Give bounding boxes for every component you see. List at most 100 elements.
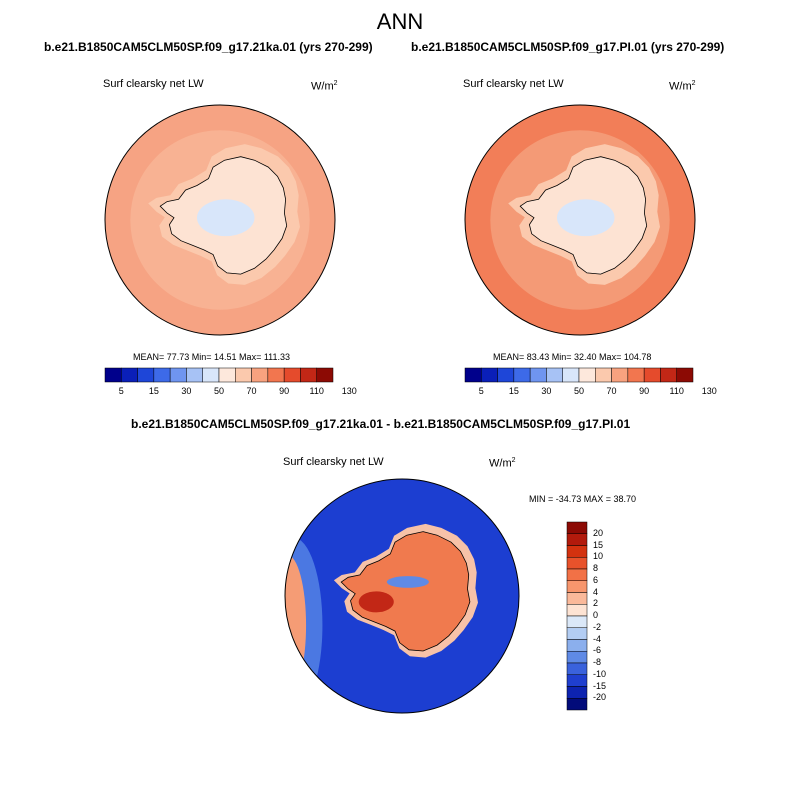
diff-colorbar bbox=[566, 521, 588, 711]
colorbar-box bbox=[566, 627, 588, 640]
colorbar-tick-label: 50 bbox=[213, 386, 224, 396]
panel-2-units-exp: 2 bbox=[691, 80, 696, 87]
panel-2-colorbar bbox=[464, 367, 694, 383]
colorbar-box bbox=[121, 367, 138, 383]
colorbar-box bbox=[566, 557, 588, 570]
colorbar-box bbox=[529, 367, 547, 383]
colorbar-tick-label: -10 bbox=[593, 668, 607, 679]
panel-1-colorbar bbox=[104, 367, 334, 383]
colorbar-box bbox=[153, 367, 171, 383]
colorbar-tick-label: 50 bbox=[573, 386, 584, 396]
diff-case-title: b.e21.B1850CAM5CLM50SP.f09_g17.21ka.01 -… bbox=[131, 417, 631, 431]
colorbar-box bbox=[578, 367, 596, 383]
colorbar-box bbox=[566, 533, 588, 546]
colorbar-tick-label: 6 bbox=[593, 574, 599, 585]
colorbar-tick-label: 5 bbox=[118, 386, 124, 396]
colorbar-box bbox=[283, 367, 301, 383]
colorbar-box bbox=[566, 686, 588, 699]
colorbar-box bbox=[566, 639, 588, 652]
panel-2-polar-map bbox=[464, 104, 696, 336]
colorbar-tick-label: 70 bbox=[246, 386, 257, 396]
colorbar-tick-label: 10 bbox=[593, 551, 604, 562]
colorbar-box bbox=[235, 367, 252, 383]
colorbar-tick-label: 2 bbox=[593, 598, 599, 609]
colorbar-box bbox=[566, 580, 588, 593]
colorbar-tick-label: 90 bbox=[639, 386, 650, 396]
coastline bbox=[340, 531, 471, 652]
colorbar-box bbox=[566, 568, 588, 581]
colorbar-tick-label: 8 bbox=[593, 563, 599, 573]
interior-cold bbox=[197, 199, 255, 237]
colorbar-tick-label: 5 bbox=[478, 386, 484, 396]
colorbar-box bbox=[611, 367, 629, 383]
colorbar-tick-label: 70 bbox=[606, 386, 617, 396]
main-title: ANN bbox=[376, 9, 424, 34]
colorbar-box bbox=[481, 367, 498, 383]
colorbar-box bbox=[627, 367, 645, 383]
colorbar-box bbox=[300, 367, 317, 383]
colorbar-tick-label: 110 bbox=[669, 386, 684, 396]
colorbar-box bbox=[562, 367, 580, 383]
panel-2-units-base: W/m bbox=[669, 80, 692, 93]
coastline bbox=[159, 156, 288, 275]
diff-units-base: W/m bbox=[489, 457, 512, 470]
panel-2-variable-label: Surf clearsky net LW bbox=[463, 78, 564, 90]
colorbar-box bbox=[251, 367, 269, 383]
diff-units: W/m2 bbox=[489, 457, 516, 470]
colorbar-box bbox=[566, 651, 588, 664]
colorbar-box bbox=[464, 367, 482, 383]
panel-1-stats: MEAN= 77.73 Min= 14.51 Max= 111.33 bbox=[133, 352, 291, 362]
panel-1-variable-label: Surf clearsky net LW bbox=[103, 78, 204, 90]
colorbar-tick-label: 30 bbox=[181, 386, 192, 396]
colorbar-box bbox=[566, 592, 588, 605]
colorbar-tick-label: 15 bbox=[508, 386, 519, 396]
colorbar-box bbox=[137, 367, 155, 383]
colorbar-tick-label: -20 bbox=[593, 692, 607, 703]
panel-2-units: W/m2 bbox=[669, 80, 696, 93]
land-anomaly-cool bbox=[386, 576, 429, 588]
colorbar-box bbox=[566, 521, 588, 534]
coastline bbox=[519, 156, 648, 275]
colorbar-box bbox=[316, 367, 334, 383]
panel-1-units-base: W/m bbox=[311, 80, 334, 93]
colorbar-tick-label: -15 bbox=[593, 680, 607, 691]
map-border bbox=[104, 104, 336, 336]
colorbar-tick-label: 130 bbox=[701, 386, 717, 396]
colorbar-box bbox=[676, 367, 694, 383]
colorbar-tick-label: 20 bbox=[593, 527, 604, 538]
colorbar-box bbox=[169, 367, 187, 383]
land-anomaly-peak bbox=[358, 591, 394, 613]
colorbar-box bbox=[566, 662, 588, 675]
colorbar-box bbox=[566, 674, 588, 687]
colorbar-box bbox=[566, 545, 588, 558]
colorbar-box bbox=[267, 367, 285, 383]
panel-2-case-title: b.e21.B1850CAM5CLM50SP.f09_g17.PI.01 (yr… bbox=[411, 40, 725, 54]
map2-field bbox=[465, 105, 695, 335]
colorbar-tick-label: 4 bbox=[593, 586, 599, 597]
colorbar-box bbox=[660, 367, 677, 383]
map1-field bbox=[105, 105, 335, 335]
diff-variable-label: Surf clearsky net LW bbox=[283, 456, 384, 468]
colorbar-box bbox=[497, 367, 515, 383]
diff-polar-map bbox=[284, 478, 520, 714]
panel-1-polar-map bbox=[104, 104, 336, 336]
panel-1-case-title: b.e21.B1850CAM5CLM50SP.f09_g17.21ka.01 (… bbox=[44, 40, 373, 54]
colorbar-box bbox=[643, 367, 661, 383]
colorbar-box bbox=[566, 698, 588, 711]
colorbar-tick-label: -4 bbox=[593, 633, 602, 644]
colorbar-box bbox=[595, 367, 612, 383]
map-border bbox=[284, 478, 520, 714]
colorbar-tick-label: 110 bbox=[309, 386, 324, 396]
panel-2-stats: MEAN= 83.43 Min= 32.40 Max= 104.78 bbox=[493, 352, 652, 362]
colorbar-box bbox=[104, 367, 122, 383]
panel-1-units: W/m2 bbox=[311, 80, 338, 93]
colorbar-box bbox=[546, 367, 563, 383]
interior-cold bbox=[557, 199, 615, 237]
colorbar-tick-label: 15 bbox=[148, 386, 159, 396]
colorbar-box bbox=[186, 367, 203, 383]
diff-units-exp: 2 bbox=[511, 457, 516, 464]
colorbar-box bbox=[566, 604, 588, 617]
colorbar-box bbox=[566, 615, 588, 628]
ocean-anomaly-west-warm bbox=[285, 555, 307, 696]
colorbar-tick-label: 130 bbox=[341, 386, 357, 396]
